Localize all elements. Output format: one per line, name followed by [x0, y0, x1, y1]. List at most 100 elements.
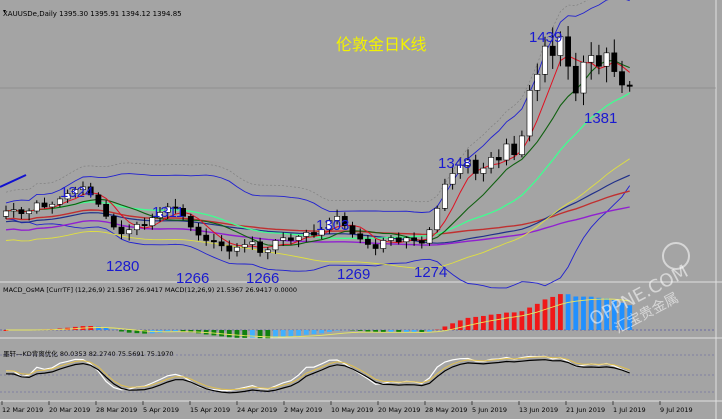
candle-body	[457, 165, 464, 174]
macd-bar	[481, 315, 486, 330]
macd-bar	[119, 330, 124, 332]
candle-body	[534, 73, 541, 91]
time-tick-label: 28 May 2019	[425, 406, 467, 414]
macd-bar	[596, 297, 602, 330]
candle-body	[557, 36, 564, 56]
macd-bar	[465, 317, 471, 330]
candle-body	[187, 216, 194, 228]
macd-bar	[504, 312, 509, 330]
upper-band	[5, 0, 630, 213]
macd-bar	[496, 313, 502, 330]
candle-body	[295, 236, 302, 241]
macd-bar	[327, 330, 332, 332]
candle-body	[395, 237, 402, 243]
macd-bar	[380, 330, 386, 333]
kd-d-line	[5, 356, 630, 391]
time-tick-label: 24 Apr 2019	[237, 406, 277, 414]
price-label: 1324	[60, 184, 93, 201]
candle-body	[411, 237, 417, 241]
macd-bar	[511, 312, 517, 330]
candle-body	[218, 241, 225, 247]
macd-bar	[404, 330, 409, 333]
macd-bar	[303, 330, 309, 335]
candle-body	[434, 208, 441, 231]
candle-body	[241, 244, 248, 248]
lower-band	[5, 185, 631, 289]
candle-body	[126, 229, 133, 235]
candle-body	[503, 143, 510, 161]
outer-band	[5, 0, 589, 203]
macd-bar	[442, 326, 448, 330]
time-tick-label: 20 Mar 2019	[49, 406, 90, 414]
ma-5	[5, 55, 631, 248]
time-tick-label: 12 Mar 2019	[2, 406, 43, 414]
macd-histogram[interactable]	[0, 294, 716, 339]
candle-body	[449, 173, 456, 185]
candle-body	[364, 238, 371, 245]
macd-header: MACD_OsMA [CurrTF] (12,26,9) 21.5367 26.…	[3, 286, 297, 294]
candle-body	[141, 224, 148, 227]
macd-bar	[365, 330, 371, 332]
macd-bar	[296, 330, 301, 336]
macd-bar	[280, 330, 286, 337]
time-tick-label: 10 May 2019	[331, 406, 373, 414]
ma-45	[5, 174, 630, 244]
candle-body	[549, 45, 556, 56]
macd-bar	[611, 300, 617, 330]
time-tick-label: 28 Mar 2019	[96, 406, 137, 414]
macd-bar	[257, 330, 263, 339]
moving-averages	[5, 55, 631, 270]
macd-bar	[588, 296, 594, 330]
macd-bar	[319, 330, 325, 334]
candle-body	[388, 237, 394, 241]
price-label: 1303	[316, 217, 349, 234]
candle-body	[303, 232, 310, 237]
candle-body	[33, 202, 40, 212]
candle-body	[326, 220, 333, 231]
candle-body	[118, 226, 125, 235]
candle-body	[619, 71, 625, 86]
price-label: 1311	[152, 204, 184, 221]
candle-body	[418, 240, 425, 244]
macd-bar	[173, 330, 178, 332]
price-label: 1348	[438, 155, 471, 172]
price-label: 1266	[176, 270, 209, 287]
macd-bar	[419, 330, 425, 333]
candle-body	[334, 216, 340, 221]
symbol-header: XAUUSDe,Daily 1395.30 1395.91 1394.12 13…	[3, 10, 182, 18]
macd-bar	[427, 330, 432, 332]
macd-bar	[165, 330, 171, 333]
kd-k-line	[5, 355, 630, 392]
macd-bar	[488, 314, 494, 330]
macd-bar	[219, 330, 224, 337]
macd-bar	[311, 330, 317, 335]
macd-bar	[188, 330, 194, 333]
symbol-marker-icon	[3, 10, 6, 13]
ma-10	[5, 60, 630, 247]
macd-bar	[265, 330, 271, 339]
ma-30	[5, 158, 630, 270]
macd-bar	[126, 330, 132, 333]
macd-bar	[180, 330, 186, 332]
candle-body	[41, 202, 48, 208]
trend-line[interactable]	[0, 174, 27, 188]
candle-body	[172, 206, 179, 209]
candle-body	[18, 209, 25, 214]
candle-body	[580, 61, 587, 94]
candle-body	[56, 198, 63, 205]
time-tick-label: 20 May 2019	[378, 406, 420, 414]
candle-body	[595, 55, 602, 67]
candle-body	[103, 203, 109, 217]
kd-lines[interactable]	[5, 355, 630, 394]
candle-body	[249, 241, 256, 245]
candle-body	[488, 157, 494, 169]
macd-bar	[103, 327, 109, 330]
candle-body	[472, 159, 479, 174]
time-tick-label: 2 May 2019	[284, 406, 322, 414]
price-label: 1274	[414, 264, 447, 281]
candles[interactable]	[3, 26, 633, 260]
candle-body	[280, 237, 287, 241]
watermark-logo-icon	[662, 242, 690, 270]
